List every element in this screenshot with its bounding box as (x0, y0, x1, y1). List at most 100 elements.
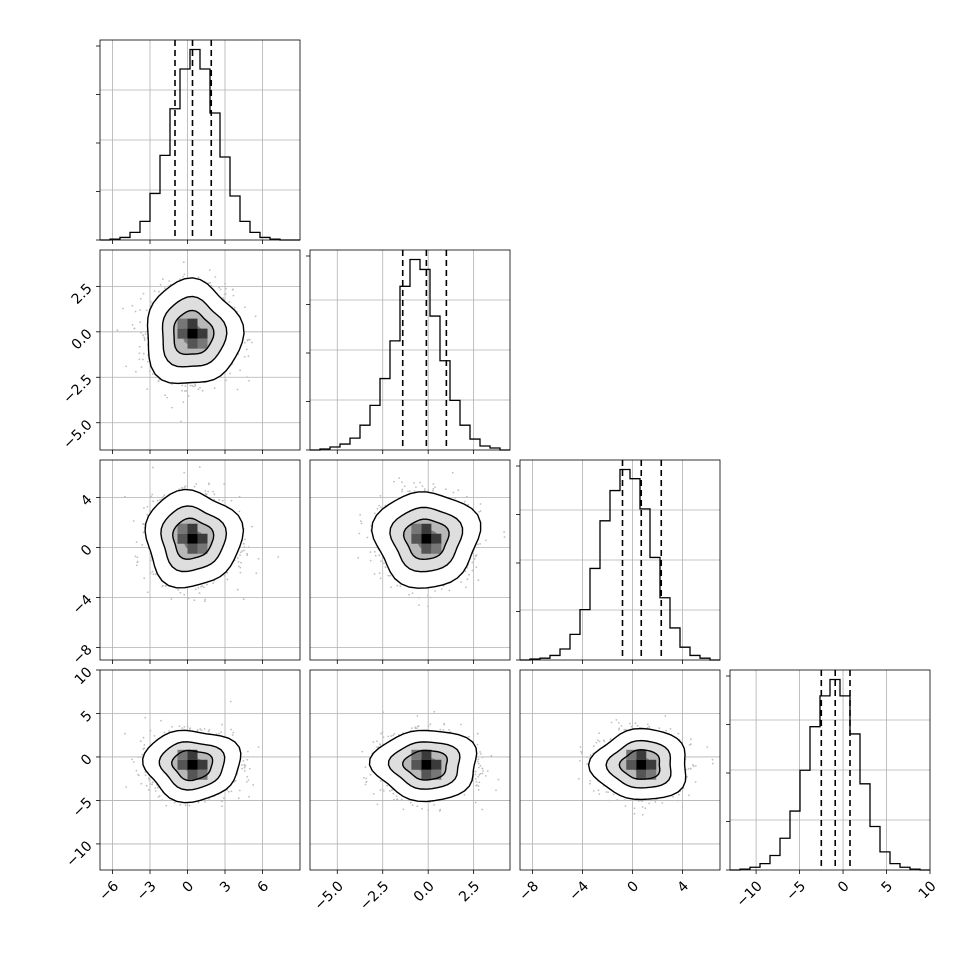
scatter-point (168, 280, 171, 282)
scatter-point (448, 589, 451, 592)
scatter-point (238, 495, 241, 498)
scatter-point (181, 389, 183, 392)
scatter-point (380, 560, 382, 563)
scatter-point (143, 507, 145, 509)
scatter-point (122, 307, 124, 310)
contour-line (160, 505, 228, 573)
scatter-point (202, 586, 205, 588)
scatter-point (239, 566, 242, 569)
contour-line (161, 295, 228, 368)
scatter-point (239, 554, 242, 556)
scatter-point (255, 572, 258, 575)
scatter-point (142, 334, 145, 337)
density-cell (187, 523, 198, 534)
scatter-point (427, 605, 429, 608)
scatter-point (182, 261, 185, 264)
scatter-point (246, 554, 249, 557)
scatter-point (192, 385, 195, 388)
scatter-point (152, 573, 155, 575)
scatter-point (403, 485, 406, 488)
scatter-point (156, 499, 159, 502)
scatter-point (243, 549, 245, 552)
scatter-point (236, 557, 239, 559)
density-cell (177, 328, 188, 339)
scatter-point (418, 604, 420, 606)
scatter-point (138, 345, 141, 348)
scatter-point (197, 587, 200, 589)
panel-frame (99, 39, 301, 241)
scatter-point (240, 551, 242, 554)
scatter-point (146, 360, 149, 363)
scatter-point (179, 278, 181, 280)
scatter-point (131, 304, 134, 307)
scatter-point (208, 482, 210, 485)
density-cell (197, 543, 208, 554)
scatter-point (231, 288, 234, 291)
density-cell (187, 328, 198, 339)
scatter-point (139, 321, 142, 324)
scatter-point (197, 276, 200, 279)
scatter-point (466, 495, 468, 498)
scatter-point (244, 306, 246, 309)
scatter-point (198, 592, 201, 594)
scatter-point (134, 310, 137, 313)
scatter-point (146, 591, 149, 594)
scatter-point (248, 338, 251, 341)
scatter-point (224, 293, 227, 295)
scatter-point (432, 483, 435, 485)
scatter-point (421, 485, 424, 487)
scatter-point (148, 370, 151, 373)
histogram-step-line (310, 258, 510, 451)
scatter-point (142, 292, 145, 295)
scatter-point (212, 582, 215, 584)
scatter-point (171, 406, 173, 409)
scatter-point (257, 557, 260, 560)
scatter-point (183, 390, 186, 392)
scatter-point (139, 309, 142, 311)
scatter-point (207, 282, 210, 285)
scatter-point (242, 542, 245, 545)
scatter-point (178, 488, 181, 490)
scatter-point (209, 281, 212, 284)
scatter-point (366, 536, 369, 539)
scatter-point (242, 598, 245, 601)
scatter-point (384, 566, 387, 569)
scatter-point (251, 341, 253, 344)
scatter-point (360, 522, 363, 525)
histogram-panel-2 (516, 459, 721, 664)
density-cell (177, 318, 188, 329)
scatter-point (478, 511, 480, 513)
scatter-point (378, 554, 381, 557)
histogram-step-line (520, 468, 720, 661)
scatter-point (124, 495, 126, 498)
scatter-point (464, 570, 467, 573)
scatter-point (247, 546, 250, 549)
scatter-point (369, 559, 372, 562)
density-cell (187, 533, 198, 544)
scatter-point (219, 288, 222, 291)
scatter-point (139, 297, 142, 300)
scatter-point (134, 555, 137, 558)
scatter-point (471, 569, 474, 572)
scatter-point (379, 495, 382, 497)
scatter-point (247, 355, 250, 358)
scatter-point (218, 286, 221, 289)
scatter-point (223, 483, 226, 486)
scatter-panel-0-1 (96, 249, 301, 454)
scatter-point (152, 500, 155, 503)
scatter-point (191, 384, 194, 387)
scatter-point (214, 276, 217, 278)
scatter-point (454, 497, 457, 499)
scatter-point (179, 591, 182, 594)
scatter-point (468, 573, 470, 576)
scatter-point (131, 324, 134, 326)
scatter-point (195, 483, 198, 485)
scatter-point (475, 554, 478, 557)
scatter-panel-1-2 (309, 459, 511, 664)
scatter-point (398, 477, 401, 479)
scatter-point (142, 352, 145, 355)
scatter-point (230, 499, 233, 502)
scatter-point (237, 565, 240, 568)
scatter-point (233, 306, 236, 309)
